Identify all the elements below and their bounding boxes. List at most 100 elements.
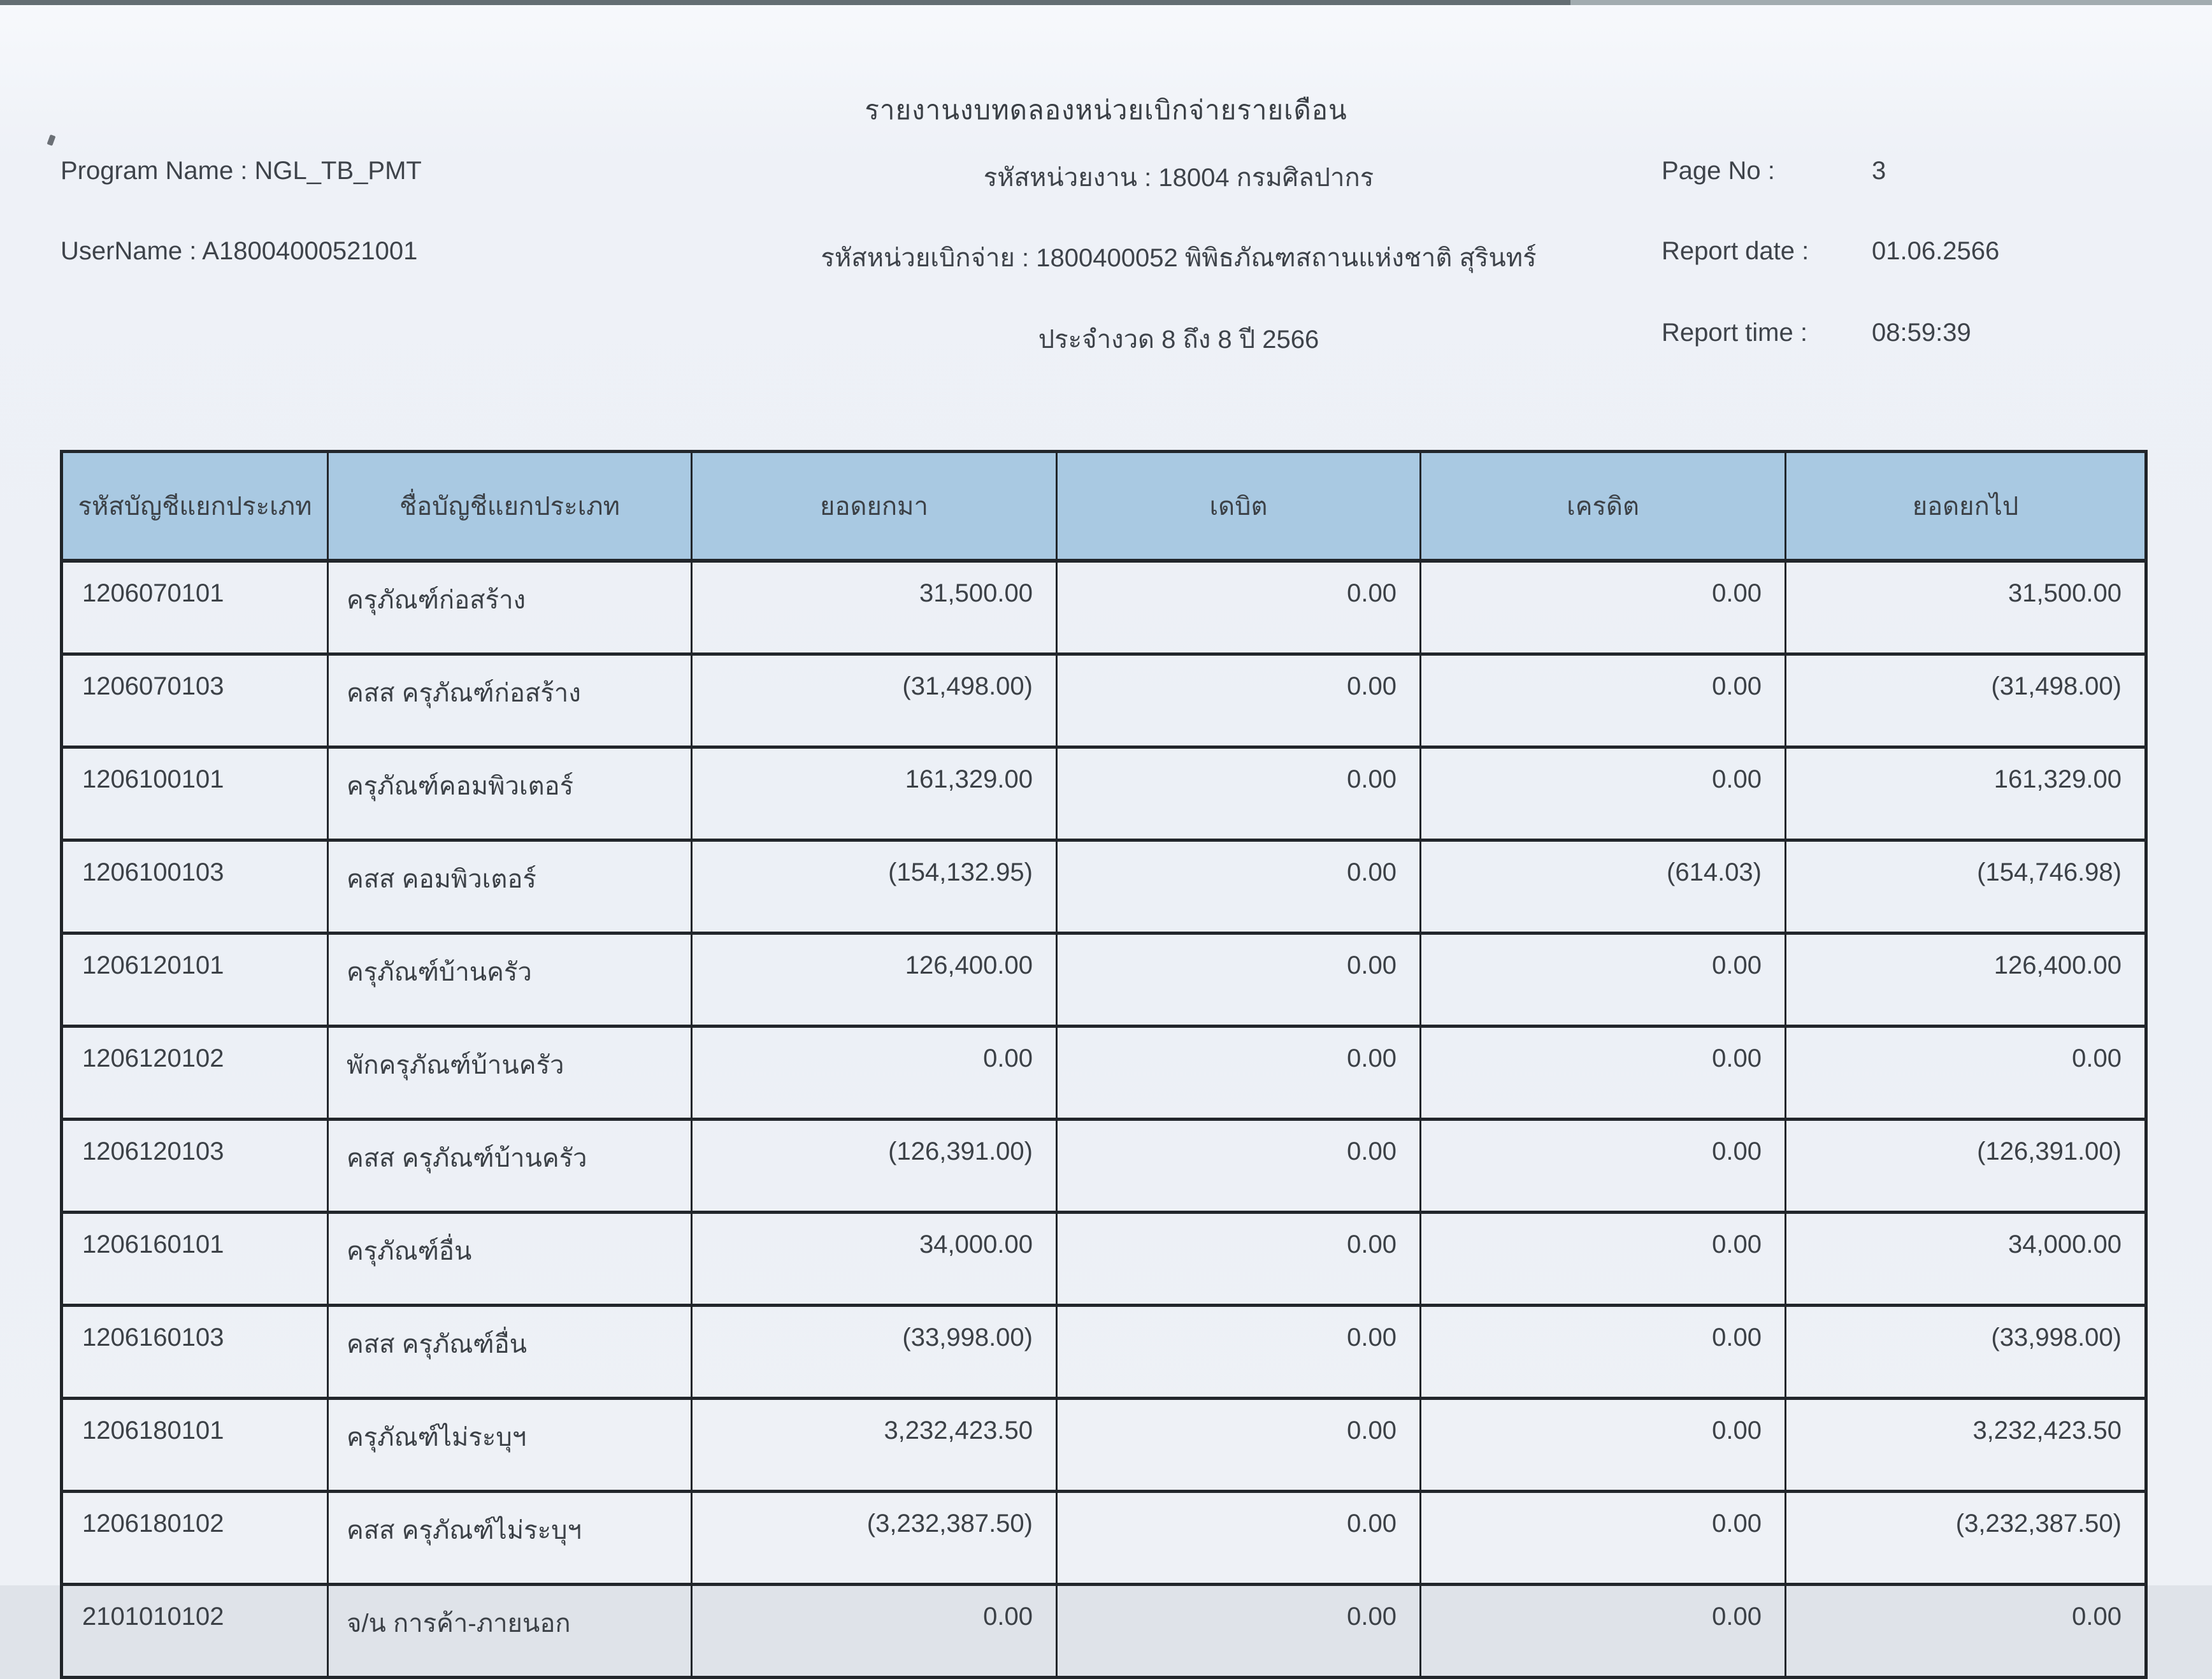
amount-cell: 0.00 <box>1785 1025 2147 1121</box>
account-name-cell: คสส คอมพิวเตอร์ <box>327 839 693 935</box>
amount-cell: (3,232,387.50) <box>1785 1490 2147 1586</box>
column-header-3: เดบิต <box>1056 450 1421 563</box>
scan-edge-strip <box>0 0 2212 5</box>
amount-cell: 0.00 <box>1056 1118 1421 1214</box>
amount-cell: 0.00 <box>1056 1304 1421 1400</box>
amount-cell: 161,329.00 <box>1785 746 2147 842</box>
amount-cell: 0.00 <box>691 1583 1058 1679</box>
scan-speck <box>47 134 56 147</box>
amount-cell: 34,000.00 <box>691 1211 1058 1307</box>
report-time-value: 08:59:39 <box>1872 319 1971 347</box>
account-code-cell: 1206120101 <box>61 932 329 1028</box>
amount-cell: 0.00 <box>1419 1583 1786 1679</box>
amount-cell: 0.00 <box>1056 1211 1421 1307</box>
table-row: 1206100101 ครุภัณฑ์คอมพิวเตอร์ 161,329.00 0… <box>61 746 2147 842</box>
column-header-4: เครดิต <box>1419 450 1786 563</box>
amount-cell: 0.00 <box>1056 1583 1421 1679</box>
account-code-cell: 1206100101 <box>61 746 329 842</box>
amount-cell: (3,232,387.50) <box>691 1490 1058 1586</box>
amount-cell: 0.00 <box>1056 932 1421 1028</box>
amount-cell: 0.00 <box>1419 1397 1786 1493</box>
amount-cell: 0.00 <box>1056 839 1421 935</box>
amount-cell: 0.00 <box>1419 1118 1786 1214</box>
account-name-cell: คสส ครุภัณฑ์อื่น <box>327 1304 693 1400</box>
amount-cell: 3,232,423.50 <box>1785 1397 2147 1493</box>
column-header-0: รหัสบัญชีแยกประเภท <box>61 450 329 563</box>
account-code-cell: 1206120103 <box>61 1118 329 1214</box>
amount-cell: (33,998.00) <box>691 1304 1058 1400</box>
column-header-2: ยอดยกมา <box>691 450 1058 563</box>
table-header-row: รหัสบัญชีแยกประเภท ชื่อบัญชีแยกประเภท ยอดย… <box>61 450 2147 563</box>
account-name-cell: ครุภัณฑ์ไม่ระบุฯ <box>327 1397 693 1493</box>
amount-cell: 0.00 <box>1419 1025 1786 1121</box>
account-name-cell: ครุภัณฑ์อื่น <box>327 1211 693 1307</box>
amount-cell: 0.00 <box>1056 1025 1421 1121</box>
amount-cell: 126,400.00 <box>1785 932 2147 1028</box>
amount-cell: 126,400.00 <box>691 932 1058 1028</box>
report-title: รายงานงบทดลองหน่วยเบิกจ่ายรายเดือน <box>865 95 1347 125</box>
column-header-1: ชื่อบัญชีแยกประเภท <box>327 450 693 563</box>
scan-edge-strip-dark <box>0 0 1571 5</box>
table-row: 1206120103 คสส ครุภัณฑ์บ้านครัว (126,391.0… <box>61 1118 2147 1214</box>
amount-cell: 0.00 <box>1056 652 1421 749</box>
account-code-cell: 1206180102 <box>61 1490 329 1586</box>
amount-cell: 0.00 <box>1419 559 1786 656</box>
period-line: ประจำงวด 8 ถึง 8 ปี 2566 <box>1038 326 1319 354</box>
amount-cell: (33,998.00) <box>1785 1304 2147 1400</box>
account-code-cell: 1206100103 <box>61 839 329 935</box>
amount-cell: 31,500.00 <box>1785 559 2147 656</box>
report-date-label: Report date : <box>1662 237 1809 265</box>
page-no-label: Page No : <box>1662 157 1775 185</box>
account-code-cell: 1206070101 <box>61 559 329 656</box>
table-row: 1206120101 ครุภัณฑ์บ้านครัว 126,400.00 0.00… <box>61 932 2147 1028</box>
trial-balance-table-container: รหัสบัญชีแยกประเภท ชื่อบัญชีแยกประเภท ยอดย… <box>60 450 2148 1679</box>
amount-cell: 0.00 <box>1419 746 1786 842</box>
account-code-cell: 1206160103 <box>61 1304 329 1400</box>
amount-cell: 0.00 <box>1056 1397 1421 1493</box>
agency-code-line: รหัสหน่วยงาน : 18004 กรมศิลปากร <box>983 164 1374 192</box>
table-row: 1206070101 ครุภัณฑ์ก่อสร้าง 31,500.00 0.00 0… <box>61 559 2147 656</box>
report-time-label: Report time : <box>1662 319 1807 347</box>
account-code-cell: 1206070103 <box>61 652 329 749</box>
amount-cell: 0.00 <box>1419 1304 1786 1400</box>
table-row: 1206120102 พักครุภัณฑ์บ้านครัว 0.00 0.00 0.0… <box>61 1025 2147 1121</box>
amount-cell: 0.00 <box>691 1025 1058 1121</box>
amount-cell: (31,498.00) <box>691 652 1058 749</box>
amount-cell: 31,500.00 <box>691 559 1058 656</box>
amount-cell: (31,498.00) <box>1785 652 2147 749</box>
amount-cell: (126,391.00) <box>1785 1118 2147 1214</box>
account-name-cell: คสส ครุภัณฑ์ก่อสร้าง <box>327 652 693 749</box>
amount-cell: 0.00 <box>1419 1490 1786 1586</box>
amount-cell: 0.00 <box>1419 1211 1786 1307</box>
amount-cell: 0.00 <box>1785 1583 2147 1679</box>
amount-cell: 0.00 <box>1056 746 1421 842</box>
amount-cell: (126,391.00) <box>691 1118 1058 1214</box>
amount-cell: 34,000.00 <box>1785 1211 2147 1307</box>
account-code-cell: 1206160101 <box>61 1211 329 1307</box>
disbursement-unit-line: รหัสหน่วยเบิกจ่าย : 1800400052 พิพิธภัณฑ… <box>821 244 1537 272</box>
amount-cell: (154,746.98) <box>1785 839 2147 935</box>
username-line: UserName : A18004000521001 <box>61 237 418 265</box>
table-row: 1206160101 ครุภัณฑ์อื่น 34,000.00 0.00 0.00 3… <box>61 1211 2147 1307</box>
account-name-cell: ครุภัณฑ์คอมพิวเตอร์ <box>327 746 693 842</box>
account-code-cell: 1206120102 <box>61 1025 329 1121</box>
account-code-cell: 1206180101 <box>61 1397 329 1493</box>
account-name-cell: ครุภัณฑ์ก่อสร้าง <box>327 559 693 656</box>
amount-cell: 0.00 <box>1419 652 1786 749</box>
table-row: 1206100103 คสส คอมพิวเตอร์ (154,132.95) 0.0… <box>61 839 2147 935</box>
scan-edge-strip-light <box>1570 0 2212 5</box>
amount-cell: (614.03) <box>1419 839 1786 935</box>
account-name-cell: คสส ครุภัณฑ์บ้านครัว <box>327 1118 693 1214</box>
amount-cell: 0.00 <box>1056 559 1421 656</box>
amount-cell: 0.00 <box>1056 1490 1421 1586</box>
account-code-cell: 2101010102 <box>61 1583 329 1679</box>
page-no-value: 3 <box>1872 157 1886 185</box>
trial-balance-table: รหัสบัญชีแยกประเภท ชื่อบัญชีแยกประเภท ยอดย… <box>60 450 2148 1679</box>
account-name-cell: คสส ครุภัณฑ์ไม่ระบุฯ <box>327 1490 693 1586</box>
program-name-line: Program Name : NGL_TB_PMT <box>61 157 422 185</box>
report-date-value: 01.06.2566 <box>1872 237 2000 265</box>
table-row: 1206070103 คสส ครุภัณฑ์ก่อสร้าง (31,498.00… <box>61 652 2147 749</box>
amount-cell: 161,329.00 <box>691 746 1058 842</box>
amount-cell: 3,232,423.50 <box>691 1397 1058 1493</box>
